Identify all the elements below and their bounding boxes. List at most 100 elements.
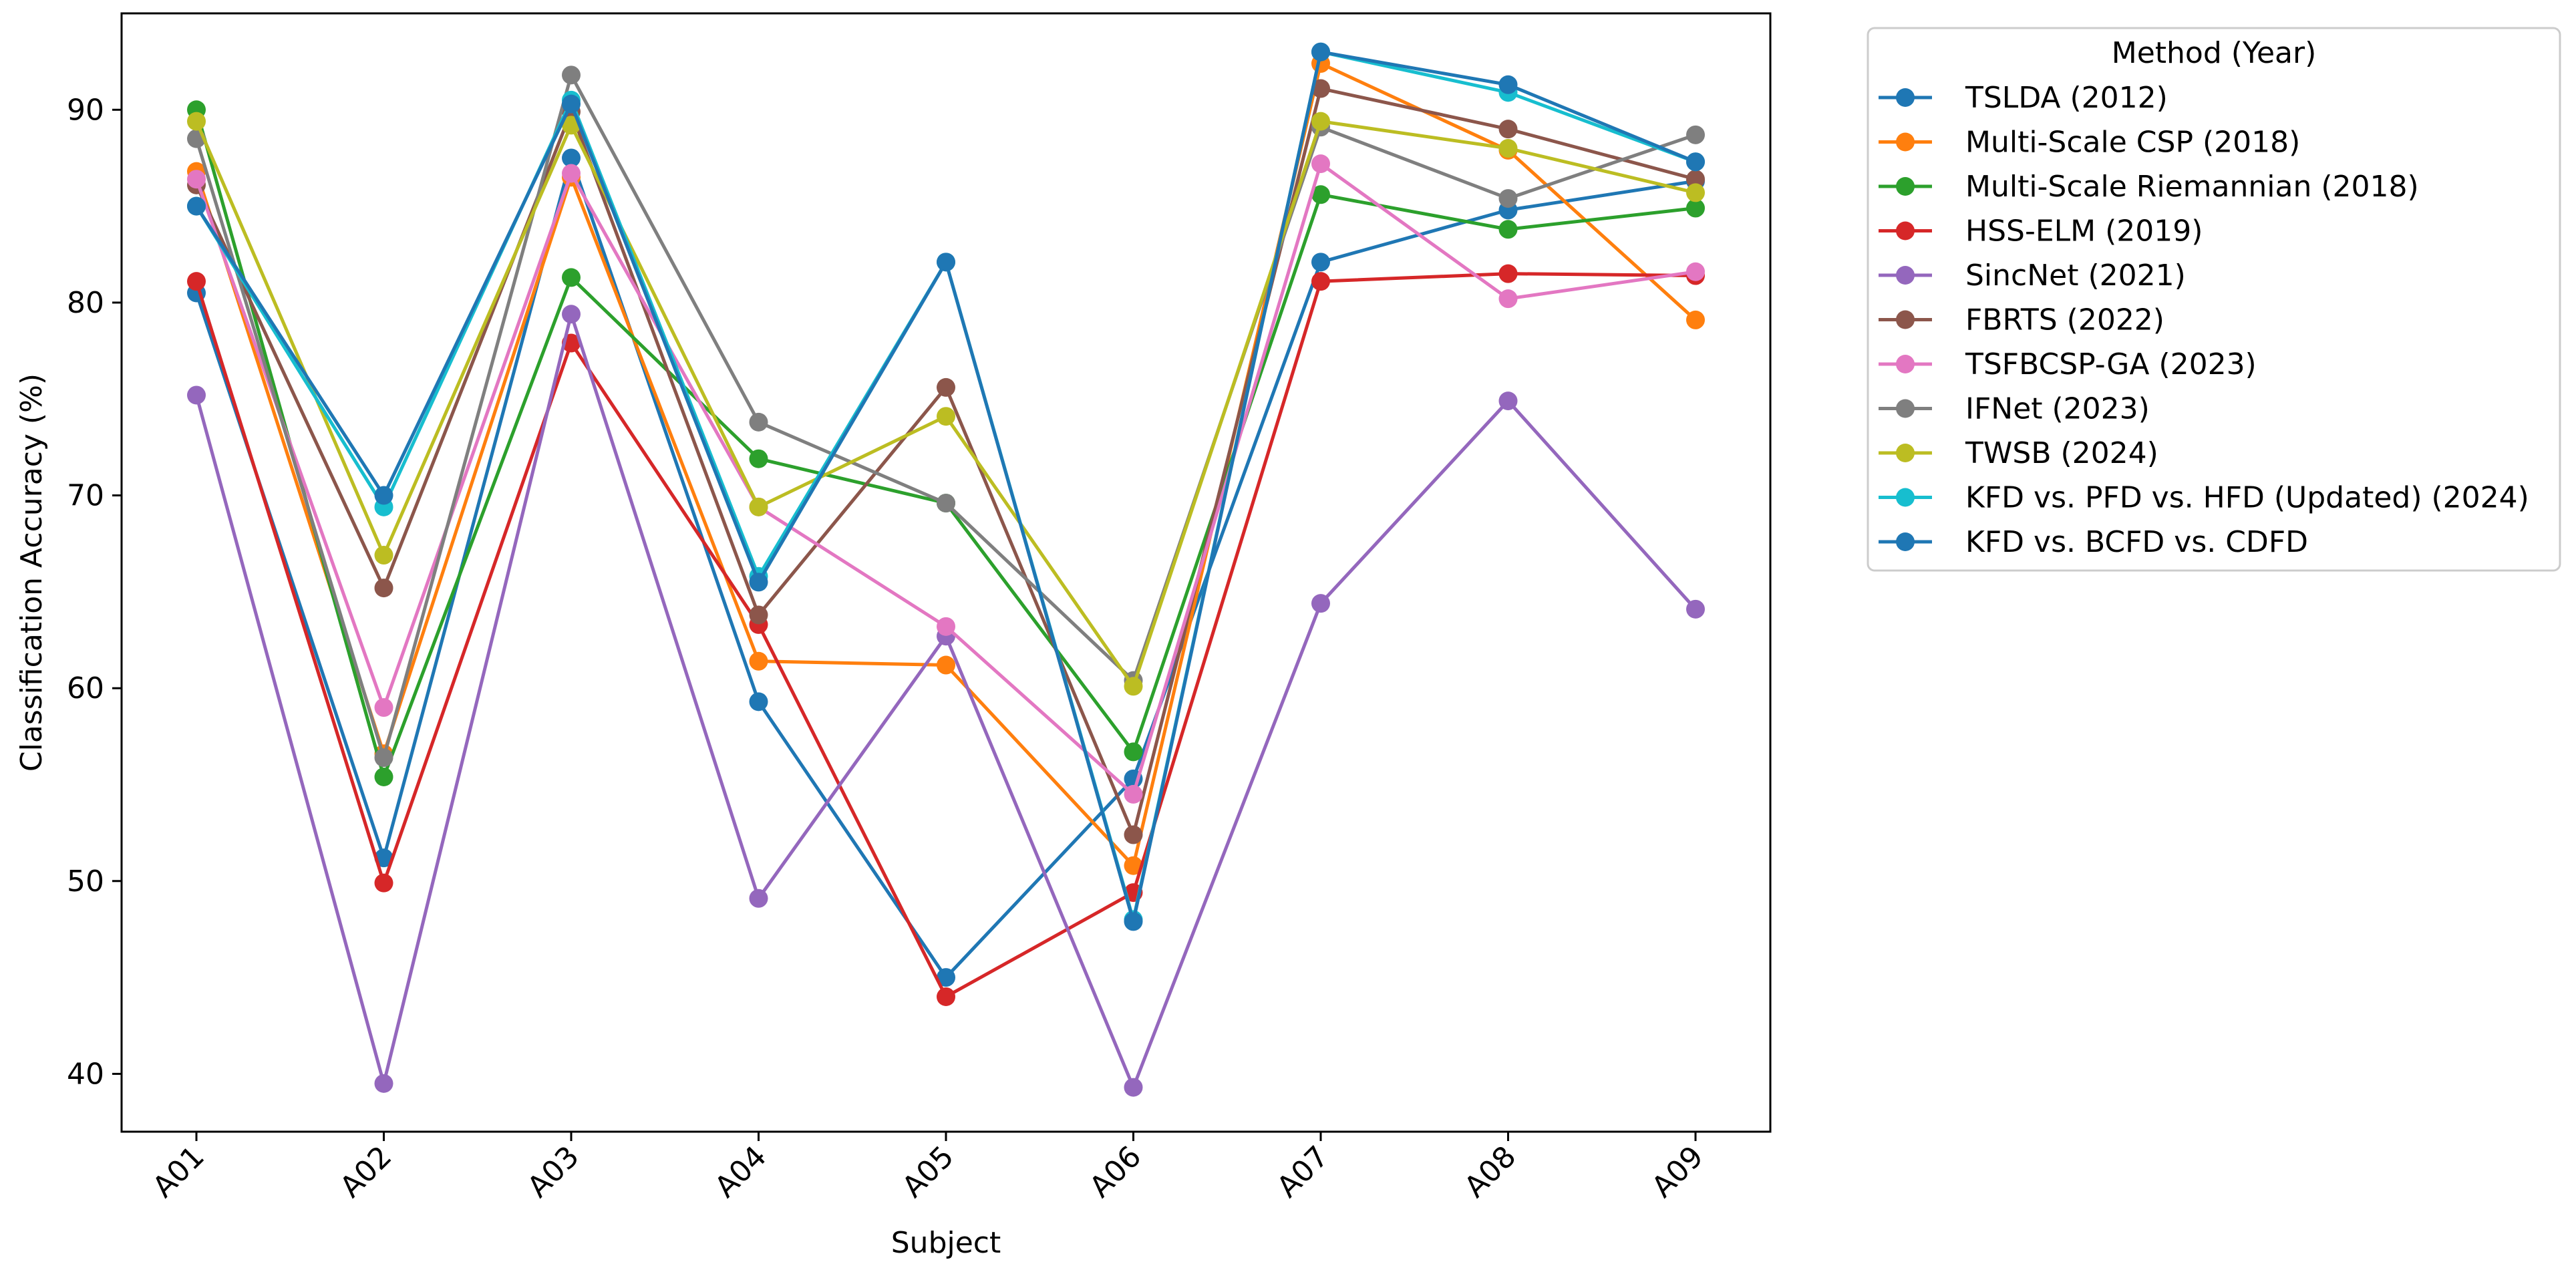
data-point <box>1124 825 1143 844</box>
data-point <box>1686 310 1705 329</box>
data-point <box>374 748 393 768</box>
data-point <box>562 116 581 135</box>
data-point <box>1498 391 1518 411</box>
legend-item: HSS-ELM (2019) <box>1879 214 2203 249</box>
data-point <box>1124 677 1143 696</box>
data-point <box>374 546 393 565</box>
data-point <box>562 148 581 168</box>
y-axis: 40 50 60 70 80 90 <box>67 93 122 1091</box>
data-point <box>562 268 581 287</box>
data-point <box>1686 183 1705 202</box>
legend-marker <box>1896 177 1915 196</box>
data-point <box>937 377 955 397</box>
legend-label: SincNet (2021) <box>1965 259 2186 293</box>
data-point <box>1686 170 1705 189</box>
data-point <box>1311 112 1330 131</box>
data-point <box>374 486 393 505</box>
data-point <box>937 494 955 513</box>
data-point <box>187 170 206 189</box>
y-tick-label: 90 <box>67 93 104 127</box>
data-point <box>1498 189 1518 208</box>
data-point <box>562 94 581 114</box>
legend-marker <box>1896 488 1915 507</box>
data-point <box>187 112 206 131</box>
legend-item: FBRTS (2022) <box>1879 303 2164 337</box>
data-point <box>1686 125 1705 144</box>
legend-marker <box>1896 399 1915 418</box>
data-point <box>562 164 581 183</box>
series-8 <box>187 65 1705 768</box>
data-point <box>749 573 768 592</box>
data-point <box>1686 599 1705 619</box>
data-point <box>1311 185 1330 204</box>
data-point <box>562 65 581 85</box>
legend-label: HSS-ELM (2019) <box>1965 214 2203 249</box>
data-point <box>1311 79 1330 98</box>
legend-items: TSLDA (2012) Multi-Scale CSP (2018) Multi-… <box>1879 81 2529 559</box>
series-9 <box>187 112 1705 696</box>
y-tick-label: 70 <box>67 479 104 513</box>
legend-item: Multi-Scale Riemannian (2018) <box>1879 170 2419 204</box>
data-point <box>1124 784 1143 804</box>
legend-marker <box>1896 355 1915 373</box>
legend-label: TWSB (2024) <box>1965 436 2158 470</box>
data-point <box>1124 742 1143 762</box>
data-point <box>749 692 768 711</box>
legend-label: TSFBCSP-GA (2023) <box>1965 347 2257 381</box>
legend-item: SincNet (2021) <box>1879 259 2186 293</box>
legend-marker <box>1896 88 1915 107</box>
data-point <box>1498 120 1518 139</box>
data-point <box>1311 253 1330 272</box>
series-4 <box>187 264 1705 1006</box>
legend-label: KFD vs. BCFD vs. CDFD <box>1965 525 2308 559</box>
data-point <box>749 651 768 671</box>
legend-label: KFD vs. PFD vs. HFD (Updated) (2024) <box>1965 481 2529 515</box>
data-point <box>374 698 393 717</box>
data-point <box>1498 289 1518 309</box>
data-point <box>1124 856 1143 875</box>
data-point <box>1686 152 1705 172</box>
legend-item: IFNet (2023) <box>1879 392 2150 426</box>
legend-marker <box>1896 221 1915 241</box>
y-tick-label: 60 <box>67 671 104 705</box>
data-point <box>374 1074 393 1093</box>
data-point <box>1124 912 1143 931</box>
legend-marker <box>1896 310 1915 329</box>
legend-marker <box>1896 266 1915 285</box>
legend-label: Multi-Scale CSP (2018) <box>1965 126 2300 160</box>
data-point <box>562 305 581 324</box>
legend-item: KFD vs. BCFD vs. CDFD <box>1879 525 2308 559</box>
legend-item: TSFBCSP-GA (2023) <box>1879 347 2257 381</box>
legend-box <box>1867 27 2561 572</box>
series-5 <box>187 305 1705 1097</box>
data-point <box>187 385 206 405</box>
data-point <box>1498 264 1518 283</box>
data-point <box>937 655 955 675</box>
legend-marker <box>1896 444 1915 462</box>
legend-item: TWSB (2024) <box>1879 436 2158 470</box>
legend-marker <box>1896 532 1915 551</box>
data-point <box>1311 42 1330 61</box>
legend-label: FBRTS (2022) <box>1965 303 2164 337</box>
data-point <box>937 987 955 1006</box>
data-point <box>187 272 206 291</box>
data-point <box>937 968 955 987</box>
data-point <box>937 617 955 636</box>
data-point <box>749 449 768 468</box>
legend-label: TSLDA (2012) <box>1965 81 2168 115</box>
data-point <box>749 889 768 908</box>
y-axis-label: Classification Accuracy (%) <box>15 373 49 772</box>
data-point <box>374 579 393 598</box>
data-point <box>1124 1078 1143 1097</box>
data-point <box>1311 154 1330 174</box>
data-point <box>187 196 206 216</box>
legend: Method (Year) TSLDA (2012) Multi-Scale CS… <box>1867 27 2561 572</box>
y-tick-label: 80 <box>67 286 104 320</box>
legend-label: IFNet (2023) <box>1965 392 2150 426</box>
legend-item: Multi-Scale CSP (2018) <box>1879 126 2300 160</box>
data-point <box>1498 139 1518 158</box>
data-point <box>1311 272 1330 291</box>
legend-marker <box>1896 132 1915 152</box>
data-point <box>374 873 393 893</box>
